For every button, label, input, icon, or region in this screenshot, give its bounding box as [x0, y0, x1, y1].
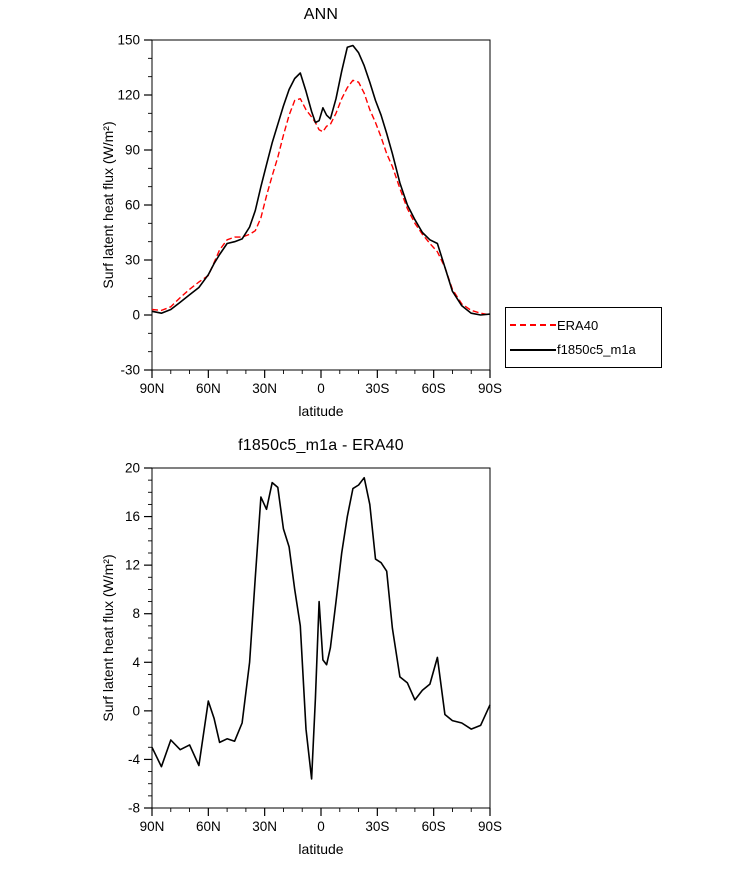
x-tick-label: 30S — [365, 381, 389, 396]
y-tick-label: 8 — [132, 606, 140, 621]
x-tick-label: 60S — [422, 381, 446, 396]
legend-entry-f1850c5-m1a: f1850c5_m1a — [506, 342, 661, 357]
legend-entry-era40: ERA40 — [506, 318, 661, 333]
f1850c5-m1a-line-sample-icon — [510, 348, 556, 351]
x-tick-label: 0 — [317, 819, 325, 834]
y-tick-label: 16 — [125, 509, 140, 524]
y-tick-label: 20 — [125, 461, 140, 476]
x-tick-label: 30S — [365, 819, 389, 834]
difference-y-axis-label: Surf latent heat flux (W/m²) — [100, 554, 116, 722]
difference-title: f1850c5_m1a - ERA40 — [238, 437, 404, 454]
ann-x-axis-label: latitude — [298, 403, 344, 419]
x-tick-label: 90N — [140, 819, 165, 834]
y-tick-label: -8 — [128, 801, 140, 816]
y-tick-label: 0 — [132, 703, 140, 718]
x-tick-label: 30N — [252, 381, 277, 396]
chart-ann: -30 0 30 60 90 120 150 90N 60N 30N 0 30S 60S 90S ANN … — [0, 0, 733, 430]
legend-label-era40: ERA40 — [557, 317, 599, 333]
x-tick-label: 60N — [196, 819, 221, 834]
legend-label-f1850c5-m1a: f1850c5_m1a — [557, 342, 636, 358]
chart-difference: -8 -4 0 4 8 12 16 20 90N 60N 30N 0 30S 60S 90S f1850c5… — [0, 430, 733, 869]
x-tick-label: 60N — [196, 381, 221, 396]
y-tick-label: -30 — [120, 363, 140, 378]
y-tick-label: 12 — [125, 558, 140, 573]
plot-frame — [151, 39, 491, 371]
y-tick-label: -4 — [128, 752, 140, 767]
ann-y-axis-label: Surf latent heat flux (W/m²) — [100, 121, 116, 289]
x-tick-label: 90N — [140, 381, 165, 396]
ann-plot-canvas: -30 0 30 60 90 120 150 90N 60N 30N 0 30S 60S 90S — [117, 33, 502, 397]
series-line-0 — [151, 476, 491, 780]
ann-title: ANN — [303, 6, 339, 23]
x-tick-label: 30N — [252, 819, 277, 834]
x-tick-label: 0 — [317, 381, 325, 396]
y-tick-label: 30 — [125, 253, 140, 268]
y-tick-label: 60 — [125, 198, 140, 213]
x-tick-label: 60S — [422, 819, 446, 834]
x-tick-label: 90S — [478, 819, 502, 834]
x-tick-label: 90S — [478, 381, 502, 396]
series-line-1 — [151, 44, 491, 316]
y-tick-label: 150 — [117, 33, 140, 48]
legend: ERA40 f1850c5_m1a — [505, 307, 662, 368]
difference-x-axis-label: latitude — [298, 841, 344, 857]
y-tick-label: 0 — [132, 308, 140, 323]
series-line-0 — [151, 79, 491, 316]
y-tick-label: 120 — [117, 88, 140, 103]
y-tick-label: 4 — [132, 655, 140, 670]
y-tick-label: 90 — [125, 143, 140, 158]
era40-line-sample-icon — [510, 324, 556, 327]
difference-plot-canvas: -8 -4 0 4 8 12 16 20 90N 60N 30N 0 30S 60S 90S — [125, 461, 502, 835]
